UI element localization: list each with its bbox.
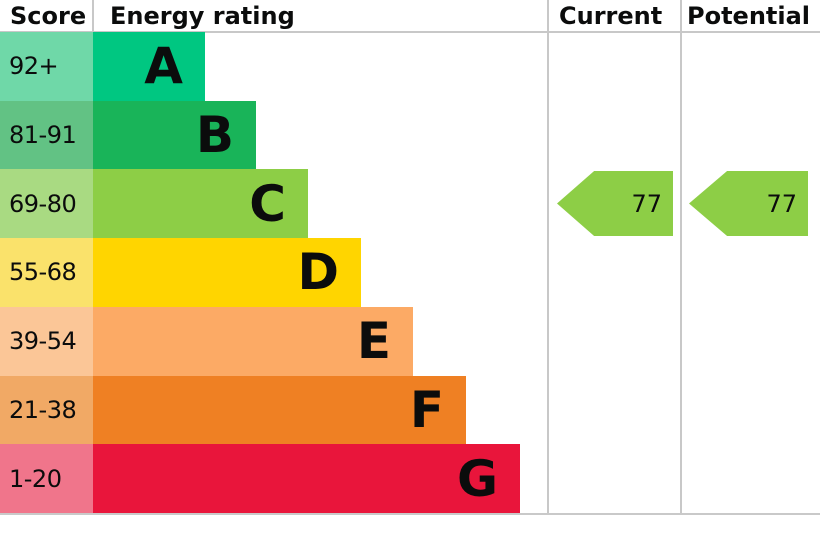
band-row-d: 55-68 D xyxy=(0,238,820,307)
header-divider-line xyxy=(0,31,820,33)
band-bar-f: F xyxy=(93,375,466,445)
band-row-a: 92+ A xyxy=(0,32,820,101)
band-letter-g: G xyxy=(456,449,498,508)
current-rating-value: 77 xyxy=(631,189,662,218)
potential-rating-value: 77 xyxy=(766,189,797,218)
header-potential: Potential xyxy=(687,2,811,30)
score-cell-e: 39-54 xyxy=(0,306,93,376)
header-current: Current xyxy=(559,2,663,30)
header-energy-rating: Energy rating xyxy=(110,2,295,30)
potential-rating-arrow: 77 xyxy=(689,171,808,236)
score-cell-b: 81-91 xyxy=(0,100,93,170)
band-letter-f: F xyxy=(409,380,444,439)
current-column-divider xyxy=(547,0,549,514)
band-row-f: 21-38 F xyxy=(0,375,820,445)
band-letter-d: D xyxy=(297,243,339,302)
score-column-divider xyxy=(92,0,94,31)
band-rows: 92+ A 81-91 B 69-80 C 55-68 D 39-54 E 21… xyxy=(0,32,820,513)
chart-bottom-line xyxy=(0,513,820,515)
band-row-c: 69-80 C xyxy=(0,169,820,239)
band-letter-a: A xyxy=(144,37,183,96)
band-bar-a: A xyxy=(93,32,205,101)
score-cell-c: 69-80 xyxy=(0,169,93,239)
band-row-g: 1-20 G xyxy=(0,444,820,513)
potential-column-divider xyxy=(680,0,682,514)
header-score: Score xyxy=(10,2,87,30)
band-row-b: 81-91 B xyxy=(0,100,820,170)
band-bar-d: D xyxy=(93,238,361,307)
band-letter-c: C xyxy=(249,174,286,233)
score-cell-d: 55-68 xyxy=(0,238,93,307)
band-bar-e: E xyxy=(93,306,413,376)
score-cell-a: 92+ xyxy=(0,32,93,101)
band-row-e: 39-54 E xyxy=(0,306,820,376)
score-cell-g: 1-20 xyxy=(0,444,93,513)
score-cell-f: 21-38 xyxy=(0,375,93,445)
band-bar-b: B xyxy=(93,100,256,170)
band-letter-b: B xyxy=(195,106,234,165)
band-bar-g: G xyxy=(93,444,520,513)
chart-header: Score Energy rating Current Potential xyxy=(0,0,820,32)
band-bar-c: C xyxy=(93,169,308,239)
band-letter-e: E xyxy=(356,312,391,371)
